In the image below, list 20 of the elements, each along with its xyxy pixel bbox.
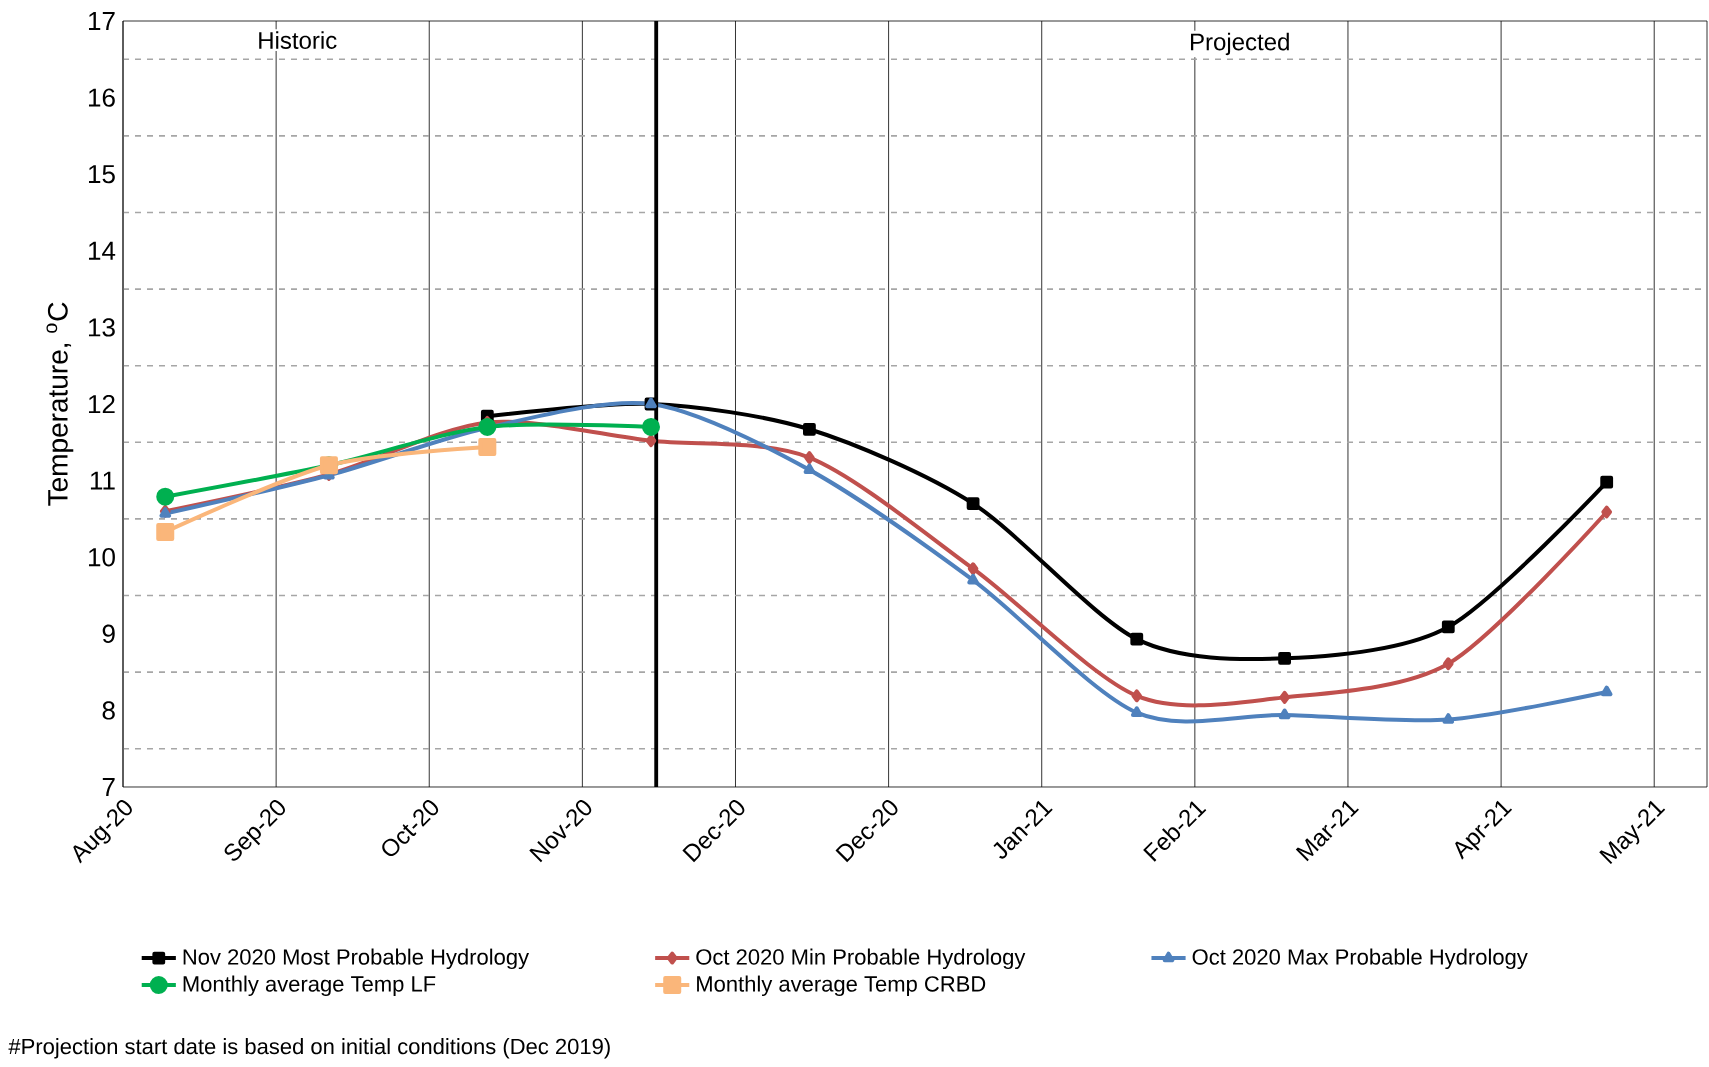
annotation: Projected xyxy=(1191,32,1289,56)
y-tick-label: 11 xyxy=(90,471,115,490)
y-tick-label: 8 xyxy=(102,701,115,720)
legend-label: Oct 2020 Max Probable Hydrology xyxy=(1192,948,1528,970)
y-axis-title: Temperature, $^{o}$C xyxy=(46,302,74,506)
text: #Projection start date is based on initial conditions (Dec 2019) xyxy=(8,1038,610,1059)
y-tick-label: 12 xyxy=(88,394,115,414)
y-tick-label: 16 xyxy=(88,88,115,107)
legend-label: Monthly average Temp CRBD xyxy=(697,975,986,997)
y-tick-label: 13 xyxy=(88,318,115,337)
y-tick-label: 15 xyxy=(88,165,115,184)
legend-label: Oct 2020 Min Probable Hydrology xyxy=(696,948,1026,970)
y-tick-label: 14 xyxy=(88,241,116,260)
y-tick-label: 17 xyxy=(88,12,115,30)
legend-label: Nov 2020 Most Probable Hydrology xyxy=(183,948,530,970)
y-tick-label: 7 xyxy=(102,778,115,796)
y-tick-label: 10 xyxy=(88,547,115,567)
y-tick-label: 9 xyxy=(102,624,115,643)
legend-label: Monthly average Temp LF xyxy=(183,975,436,997)
annotation: Historic xyxy=(259,31,337,49)
